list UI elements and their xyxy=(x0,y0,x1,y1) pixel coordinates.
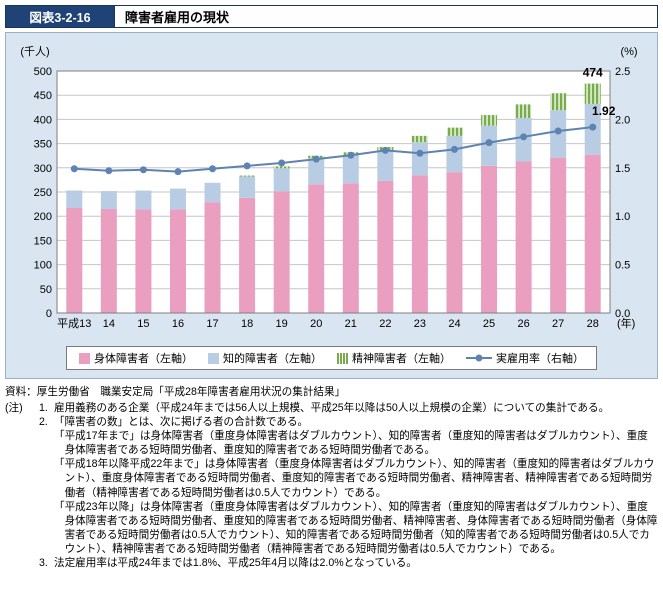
legend-swatch-icon xyxy=(208,352,219,364)
axis-labels: 0 50 100 150 200 250 300 350 400 450 500 0.0 0.5 1.0 1… xyxy=(20,45,637,330)
svg-text:2.5: 2.5 xyxy=(615,66,630,78)
svg-text:0.0: 0.0 xyxy=(615,308,630,320)
svg-text:2.0: 2.0 xyxy=(615,114,630,126)
note-paragraph-2: 「平成18年以降平成22年まで」は身体障害者（重度身体障害者はダブルカウント）、… xyxy=(54,458,655,499)
svg-text:450: 450 xyxy=(34,90,52,102)
svg-text:50: 50 xyxy=(40,284,52,296)
chart-legend: 身体障害者（左軸） 知的障害者（左軸） 精神障害者（左軸） 実雇用率（右軸） xyxy=(66,346,597,370)
legend-item-1: 身体障害者（左軸） xyxy=(79,350,193,366)
note-number: 1. xyxy=(39,402,48,415)
svg-text:150: 150 xyxy=(34,235,52,247)
svg-text:14: 14 xyxy=(103,318,115,330)
legend-label: 身体障害者（左軸） xyxy=(94,353,193,365)
svg-text:474: 474 xyxy=(583,66,603,80)
svg-text:25: 25 xyxy=(483,318,495,330)
legend-line-marker-icon xyxy=(466,354,492,362)
note-number: 2. xyxy=(39,416,48,429)
note-item-1: 1. 雇用義務のある企業（平成24年までは56人以上規模、平成25年以降は50人… xyxy=(39,401,658,415)
svg-text:1.5: 1.5 xyxy=(615,163,630,175)
svg-text:(千人): (千人) xyxy=(20,45,49,58)
source-line: 資料：厚生労働省 職業安定局「平成28年障害者雇用状況の集計結果」 xyxy=(5,386,346,398)
note-text: 「障害者の数」とは、次に掲げる者の合計数である。 xyxy=(54,416,309,429)
svg-text:400: 400 xyxy=(34,114,52,126)
figure-title: 障害者雇用の現状 xyxy=(114,6,657,27)
svg-text:21: 21 xyxy=(345,318,357,330)
legend-item-4: 実雇用率（右軸） xyxy=(466,350,584,366)
chart-panel: 0 50 100 150 200 250 300 350 400 450 500 0.0 0.5 1.0 1… xyxy=(5,32,658,379)
svg-text:平成13: 平成13 xyxy=(57,317,91,330)
svg-text:23: 23 xyxy=(414,318,426,330)
svg-text:200: 200 xyxy=(34,211,52,223)
page: 図表3-2-16 障害者雇用の現状 0 50 100 150 200 250 300 350 4… xyxy=(5,5,658,570)
svg-text:16: 16 xyxy=(172,318,184,330)
note-paragraph-3: 「平成23年以降」は身体障害者（重度身体障害者はダブルカウント）、知的障害者（重… xyxy=(54,500,658,555)
notes-block: (注) 1. 雇用義務のある企業（平成24年までは56人以上規模、平成25年以降… xyxy=(5,401,658,570)
svg-text:24: 24 xyxy=(448,318,460,330)
svg-text:350: 350 xyxy=(34,139,52,151)
svg-text:1.92: 1.92 xyxy=(592,104,616,118)
svg-text:20: 20 xyxy=(310,318,322,330)
svg-text:15: 15 xyxy=(137,318,149,330)
note-item-3: 3. 法定雇用率は平成24年までは1.8%、平成25年4月以降は2.0%となって… xyxy=(39,556,658,570)
svg-text:26: 26 xyxy=(517,318,529,330)
stacked-bars xyxy=(66,83,601,313)
note-text: 雇用義務のある企業（平成24年までは56人以上規模、平成25年以降は50人以上規… xyxy=(54,402,610,415)
figure-header: 図表3-2-16 障害者雇用の現状 xyxy=(5,5,658,28)
svg-text:19: 19 xyxy=(276,318,288,330)
svg-text:250: 250 xyxy=(34,187,52,199)
legend-item-2: 知的障害者（左軸） xyxy=(208,350,322,366)
legend-swatch-icon xyxy=(79,352,90,364)
svg-text:100: 100 xyxy=(34,260,52,272)
svg-text:500: 500 xyxy=(34,66,52,78)
figure-number: 図表3-2-16 xyxy=(6,6,114,27)
svg-text:0.5: 0.5 xyxy=(615,260,630,272)
note-number: 3. xyxy=(39,556,48,569)
legend-item-3: 精神障害者（左軸） xyxy=(337,350,451,366)
svg-text:27: 27 xyxy=(552,318,564,330)
svg-text:300: 300 xyxy=(34,163,52,175)
notes-items: 1. 雇用義務のある企業（平成24年までは56人以上規模、平成25年以降は50人… xyxy=(39,401,658,570)
svg-text:1.0: 1.0 xyxy=(615,211,630,223)
svg-text:(%): (%) xyxy=(620,46,637,58)
rate-line xyxy=(70,123,597,176)
notes-section: 資料：厚生労働省 職業安定局「平成28年障害者雇用状況の集計結果」 (注) 1.… xyxy=(5,385,658,570)
svg-text:28: 28 xyxy=(587,318,599,330)
legend-swatch-icon xyxy=(337,352,348,364)
annotations: 474 1.92 xyxy=(583,66,616,119)
note-item-2: 2. 「障害者の数」とは、次に掲げる者の合計数である。 「平成17年まで」は身体… xyxy=(39,415,658,556)
svg-text:17: 17 xyxy=(206,318,218,330)
legend-label: 実雇用率（右軸） xyxy=(496,353,584,365)
note-text: 法定雇用率は平成24年までは1.8%、平成25年4月以降は2.0%となっている。 xyxy=(54,556,417,569)
note-body: 「障害者の数」とは、次に掲げる者の合計数である。 「平成17年まで」は身体障害者… xyxy=(54,415,658,556)
svg-text:0: 0 xyxy=(46,308,52,320)
svg-text:22: 22 xyxy=(379,318,391,330)
chart-svg: 0 50 100 150 200 250 300 350 400 450 500 0.0 0.5 1.0 1… xyxy=(20,45,637,330)
legend-label: 知的障害者（左軸） xyxy=(223,353,322,365)
employment-chart: 0 50 100 150 200 250 300 350 400 450 500 0.0 0.5 1.0 1… xyxy=(9,37,654,343)
legend-label: 精神障害者（左軸） xyxy=(352,353,451,365)
notes-label: (注) xyxy=(5,402,23,415)
svg-text:(年): (年) xyxy=(617,316,635,330)
note-paragraph-1: 「平成17年まで」は身体障害者（重度身体障害者はダブルカウント）、知的障害者（重… xyxy=(54,430,648,457)
svg-text:18: 18 xyxy=(241,318,253,330)
